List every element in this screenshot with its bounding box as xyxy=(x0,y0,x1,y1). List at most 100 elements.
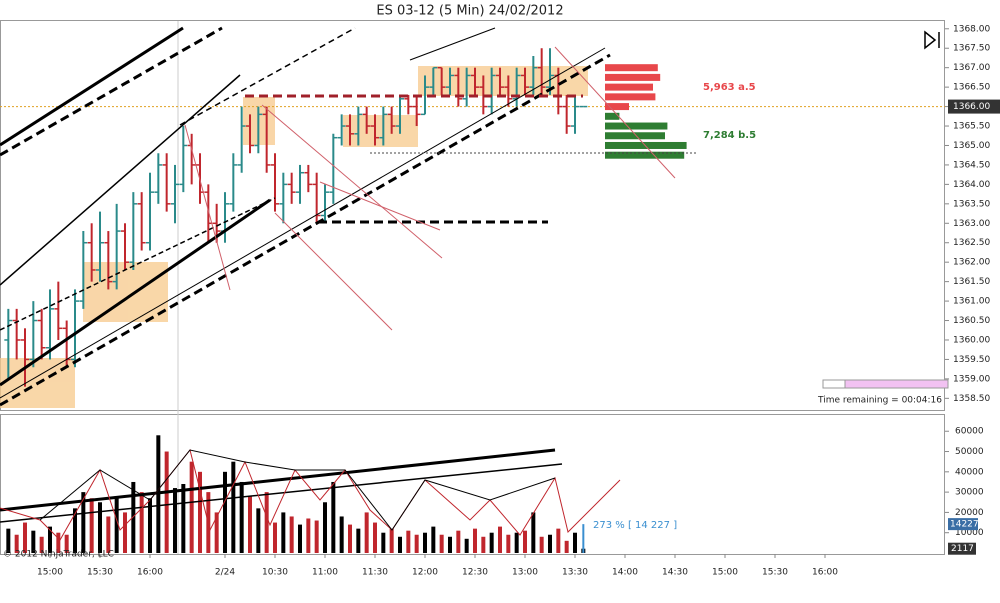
volume-bar xyxy=(364,512,369,553)
trend-line xyxy=(0,47,606,399)
x-tick-label: 15:30 xyxy=(762,568,788,578)
volume-bar xyxy=(298,524,302,553)
volume-bar xyxy=(473,528,477,553)
last-price-box xyxy=(948,99,1000,114)
volume-bar xyxy=(439,534,444,553)
x-tick-label: 11:30 xyxy=(362,568,388,578)
y-tick-label: 1360.50 xyxy=(953,316,990,326)
x-tick-label: 12:00 xyxy=(412,568,438,578)
trend-line xyxy=(0,198,271,387)
trend-line xyxy=(409,27,496,61)
volume-bar xyxy=(489,532,494,553)
last-volume-label: 2117 xyxy=(951,544,974,554)
x-tick-label: 16:00 xyxy=(137,568,163,578)
y-tick-label: 1360.00 xyxy=(953,335,990,345)
volume-bar xyxy=(273,522,277,553)
play-icon[interactable] xyxy=(924,30,940,50)
bid-depth xyxy=(605,151,685,159)
volume-bar xyxy=(514,532,519,553)
volume-bar xyxy=(389,528,394,553)
volume-bar xyxy=(114,496,119,553)
y-tick-label: 1361.50 xyxy=(953,277,990,287)
trend-line xyxy=(0,448,556,512)
volume-bar xyxy=(73,508,77,553)
trend-line xyxy=(0,26,184,147)
trend-line xyxy=(319,181,441,231)
y-tick-label: 1365.00 xyxy=(953,141,990,151)
trend-line xyxy=(554,46,676,179)
y-tick-label: 40000 xyxy=(955,467,984,477)
volume-bar xyxy=(556,528,561,553)
y-tick-label: 1359.00 xyxy=(953,374,990,384)
volume-bar xyxy=(531,512,536,553)
x-tick-label: 12:30 xyxy=(462,568,488,578)
x-tick-label: 2/24 xyxy=(215,568,235,578)
x-tick-label: 15:30 xyxy=(87,568,113,578)
ask-depth xyxy=(605,103,629,111)
volume-bar xyxy=(89,498,94,553)
y-tick-label: 1363.50 xyxy=(953,199,990,209)
last-price-label: 1366.00 xyxy=(953,102,990,112)
price-panel xyxy=(0,20,945,411)
volume-bar xyxy=(223,471,227,553)
trend-lines xyxy=(0,26,697,541)
volume-bar xyxy=(123,512,127,553)
trend-line xyxy=(179,27,356,126)
ask-depth xyxy=(605,64,658,72)
time-remaining-elapsed xyxy=(822,379,846,389)
volume-bar xyxy=(39,536,44,553)
zone xyxy=(343,115,418,147)
y-tick-label: 1364.50 xyxy=(953,160,990,170)
average-box xyxy=(948,518,978,531)
trend-line xyxy=(261,104,443,259)
volume-bar xyxy=(331,481,336,553)
trend-line xyxy=(0,463,563,523)
volume-bar xyxy=(414,534,419,553)
volume-bar xyxy=(506,534,511,553)
volume-bar xyxy=(173,488,177,553)
volume-bar xyxy=(314,520,319,553)
average-label: 14227 xyxy=(950,520,979,530)
bid-label: 7,284 b.5 xyxy=(703,130,756,141)
volume-bar xyxy=(373,522,377,553)
zones xyxy=(0,66,588,408)
time-remaining: Time remaining = 00:04:16 xyxy=(817,396,942,406)
volume-bar xyxy=(481,536,486,553)
bid-depth xyxy=(605,112,620,120)
volume-bar xyxy=(398,536,402,553)
x-tick-label: 14:00 xyxy=(612,568,638,578)
bid-depth xyxy=(605,122,668,130)
volume-bar xyxy=(431,526,436,553)
volume-bar xyxy=(289,516,294,553)
x-tick-label: 11:00 xyxy=(312,568,338,578)
volume-bar xyxy=(456,530,461,553)
volume-bar xyxy=(539,536,544,553)
trend-line xyxy=(0,74,241,286)
zone xyxy=(83,262,168,322)
volume-bar xyxy=(214,512,219,553)
volume-bar xyxy=(381,532,386,553)
volume-bar xyxy=(564,540,569,553)
volume-bar xyxy=(281,512,286,553)
ask-depth xyxy=(605,73,661,81)
zigzag xyxy=(39,449,556,531)
volume-bar xyxy=(523,530,527,553)
volume-bar xyxy=(239,481,244,553)
volume-bar xyxy=(6,528,11,553)
play-triangle[interactable] xyxy=(924,30,937,50)
y-tick-label: 60000 xyxy=(955,427,984,437)
trend-line xyxy=(0,197,276,331)
volume-bar xyxy=(56,532,61,553)
zigzag xyxy=(0,448,621,541)
volume-bar xyxy=(48,526,52,553)
volume-bar xyxy=(139,492,144,553)
y-tick-label: 30000 xyxy=(955,488,984,498)
x-tick-label: 10:30 xyxy=(262,568,288,578)
trend-line xyxy=(184,124,231,291)
x-tick-label: 15:00 xyxy=(712,568,738,578)
volume-bar xyxy=(231,461,236,553)
volume-bar xyxy=(106,516,111,553)
volume-bar xyxy=(406,530,411,553)
